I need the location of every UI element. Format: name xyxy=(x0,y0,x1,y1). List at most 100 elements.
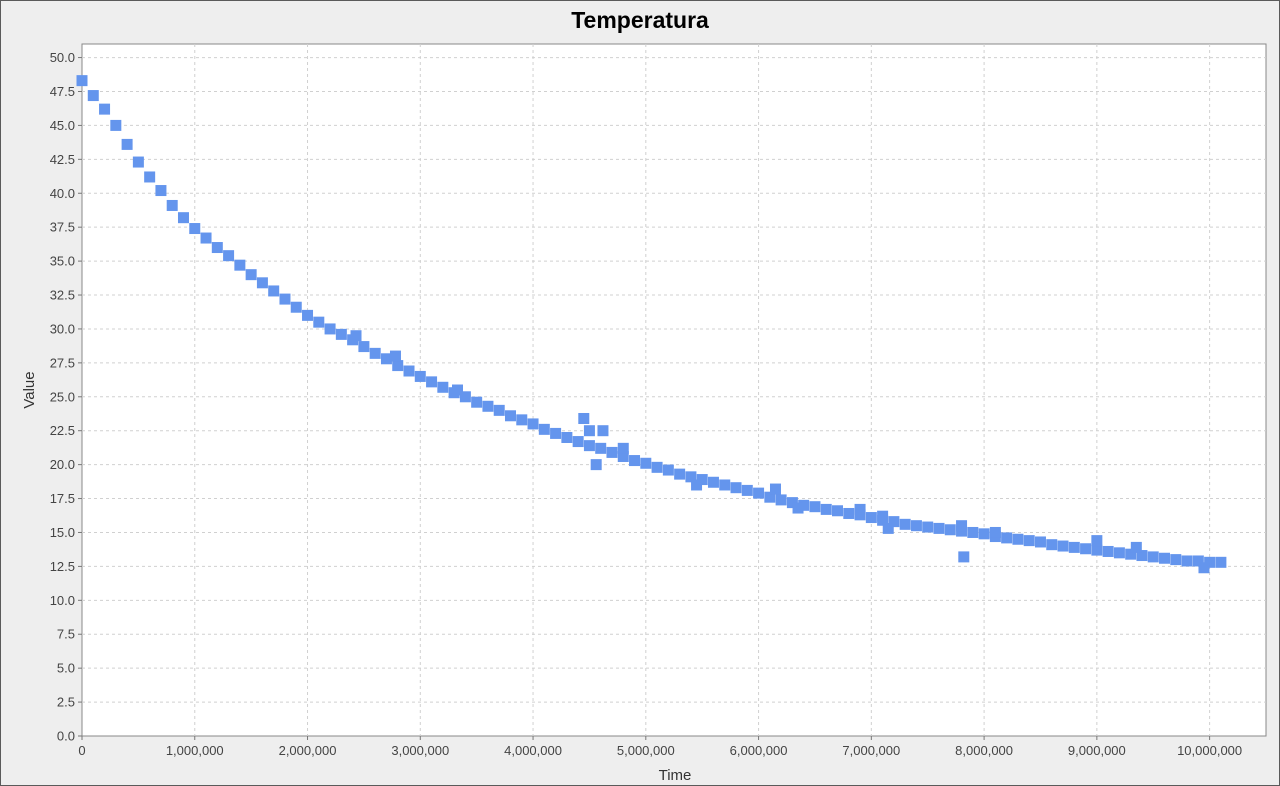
data-point xyxy=(719,479,731,491)
data-point xyxy=(944,524,956,536)
data-point xyxy=(256,277,268,289)
data-point xyxy=(597,425,609,437)
data-point xyxy=(302,309,314,321)
y-tick-label: 50.0 xyxy=(50,50,75,65)
x-tick-label: 1,000,000 xyxy=(166,743,224,758)
data-point xyxy=(144,171,156,183)
data-point xyxy=(392,360,404,372)
y-tick-label: 15.0 xyxy=(50,525,75,540)
data-point xyxy=(234,259,246,271)
data-point xyxy=(414,370,426,382)
y-tick-label: 12.5 xyxy=(50,559,75,574)
data-point xyxy=(640,457,652,469)
data-point xyxy=(459,391,471,403)
data-point xyxy=(651,461,663,473)
chart-title: Temperatura xyxy=(571,7,709,33)
data-point xyxy=(578,412,590,424)
data-point xyxy=(696,474,708,486)
data-point xyxy=(110,119,122,131)
data-point xyxy=(1091,544,1103,556)
data-point xyxy=(854,503,866,515)
data-point xyxy=(426,376,438,388)
grid xyxy=(82,44,1266,736)
data-point xyxy=(279,293,291,305)
data-point xyxy=(189,223,201,235)
data-point xyxy=(786,497,798,509)
y-tick-label: 7.5 xyxy=(57,627,75,642)
y-tick-label: 0.0 xyxy=(57,729,75,744)
x-tick-label: 4,000,000 xyxy=(504,743,562,758)
y-tick-label: 2.5 xyxy=(57,695,75,710)
data-point xyxy=(769,483,781,495)
y-tick-label: 27.5 xyxy=(50,355,75,370)
data-point xyxy=(1080,543,1092,555)
data-point xyxy=(865,512,877,524)
x-tick-label: 8,000,000 xyxy=(955,743,1013,758)
data-point xyxy=(1130,541,1142,553)
data-point xyxy=(527,418,539,430)
y-tick-label: 10.0 xyxy=(50,593,75,608)
x-tick-label: 9,000,000 xyxy=(1068,743,1126,758)
data-point xyxy=(1181,555,1193,567)
data-point xyxy=(899,518,911,530)
y-tick-label: 37.5 xyxy=(50,220,75,235)
data-point xyxy=(877,510,889,522)
data-point xyxy=(177,212,189,224)
data-point xyxy=(313,316,325,328)
y-axis-label: Value xyxy=(21,371,38,408)
y-axis-ticks: 0.0 2.5 5.0 7.5 10.0 12.5 15.0 17.5 20.0 22.5 25.0… xyxy=(50,50,82,744)
data-point xyxy=(882,522,894,534)
data-point xyxy=(741,484,753,496)
data-point xyxy=(211,242,223,254)
data-point xyxy=(989,526,1001,538)
data-point xyxy=(1198,562,1210,574)
data-point xyxy=(1102,545,1114,557)
data-points xyxy=(76,75,1227,574)
y-tick-label: 47.5 xyxy=(50,84,75,99)
data-point xyxy=(572,436,584,448)
data-point xyxy=(583,425,595,437)
data-point xyxy=(471,396,483,408)
data-point xyxy=(617,450,629,462)
data-point xyxy=(245,269,257,281)
data-point xyxy=(516,414,528,426)
data-point xyxy=(922,521,934,533)
data-point xyxy=(155,185,167,197)
data-point xyxy=(403,365,415,377)
data-point xyxy=(910,520,922,532)
y-tick-label: 40.0 xyxy=(50,186,75,201)
data-point xyxy=(775,494,787,506)
data-point xyxy=(437,381,449,393)
data-point xyxy=(820,503,832,515)
data-point xyxy=(369,347,381,359)
data-point xyxy=(1125,548,1137,560)
x-tick-label: 10,000,000 xyxy=(1177,743,1242,758)
data-point xyxy=(1159,552,1171,564)
data-point xyxy=(809,501,821,513)
data-point xyxy=(223,250,235,262)
data-point xyxy=(1136,550,1148,562)
data-point xyxy=(685,471,697,483)
y-tick-label: 25.0 xyxy=(50,389,75,404)
y-tick-label: 22.5 xyxy=(50,423,75,438)
data-point xyxy=(76,75,88,87)
data-point xyxy=(792,502,804,514)
data-point xyxy=(590,459,602,471)
data-point xyxy=(1147,551,1159,563)
data-point xyxy=(764,491,776,503)
data-point xyxy=(1057,540,1069,552)
x-tick-label: 3,000,000 xyxy=(391,743,449,758)
data-point xyxy=(132,156,144,168)
data-point xyxy=(1192,555,1204,567)
data-point xyxy=(1001,532,1013,544)
x-tick-label: 6,000,000 xyxy=(730,743,788,758)
data-point xyxy=(290,301,302,313)
y-tick-label: 5.0 xyxy=(57,661,75,676)
x-tick-label: 2,000,000 xyxy=(279,743,337,758)
y-tick-label: 42.5 xyxy=(50,152,75,167)
data-point xyxy=(538,423,550,435)
data-point xyxy=(1034,536,1046,548)
data-point xyxy=(933,522,945,534)
data-point xyxy=(730,482,742,494)
